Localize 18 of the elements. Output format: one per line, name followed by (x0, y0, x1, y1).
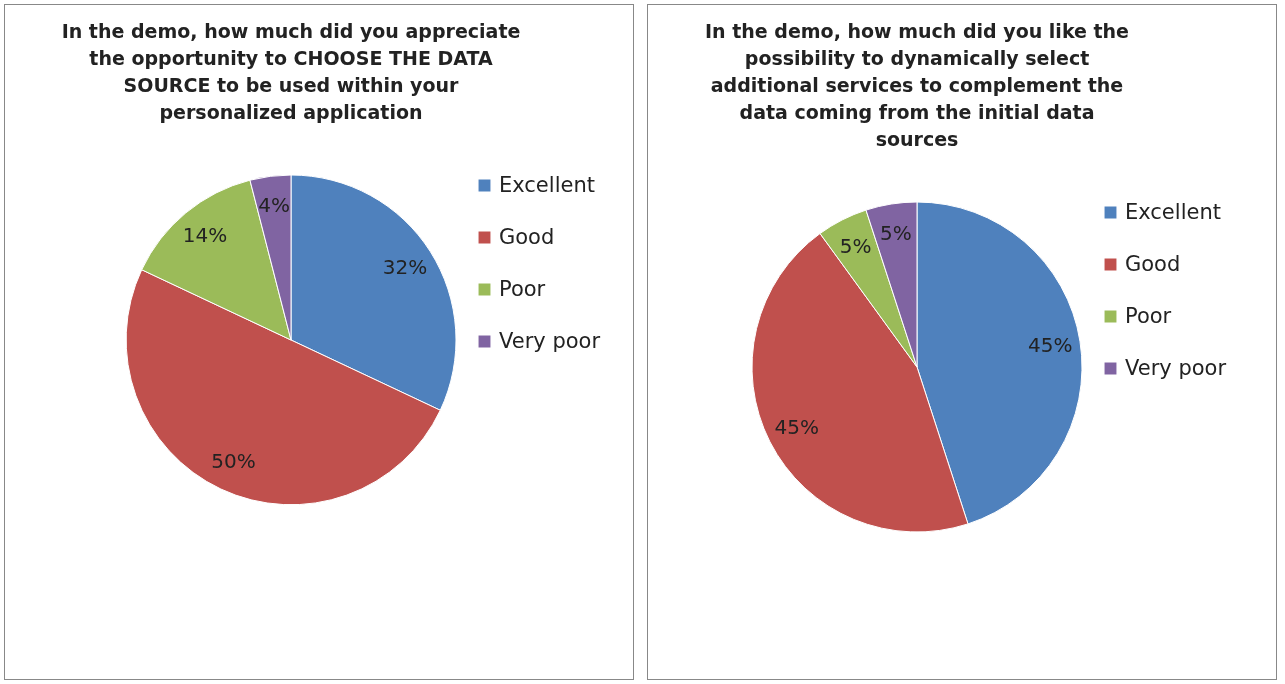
chart-title: In the demo, how much did you appreciate the opportunity to CHOOSE THE DATA SOURCE to be used within your personalized application (61, 20, 521, 123)
legend-label: Poor (1125, 303, 1172, 328)
data-label: 5% (839, 233, 872, 258)
data-label: 45% (774, 415, 819, 440)
data-label: 50% (211, 449, 256, 474)
legend-label: Good (1125, 251, 1181, 276)
legend-label: Poor (499, 276, 546, 301)
data-label: 5% (880, 220, 912, 245)
data-label: 32% (382, 254, 428, 279)
legend-label: Excellent (499, 172, 595, 197)
data-label: 45% (1028, 332, 1073, 357)
chart-title: In the demo, how much did you like the possibility to dynamically select additional services to complement the data coming from the initial data sources (704, 20, 1130, 150)
legend-label: Good (499, 224, 555, 249)
data-label: 14% (182, 222, 228, 247)
legend-label: Excellent (1125, 199, 1221, 224)
legend-label: Very poor (1125, 355, 1227, 380)
data-label: 4% (258, 193, 290, 218)
legend-label: Very poor (499, 328, 601, 353)
